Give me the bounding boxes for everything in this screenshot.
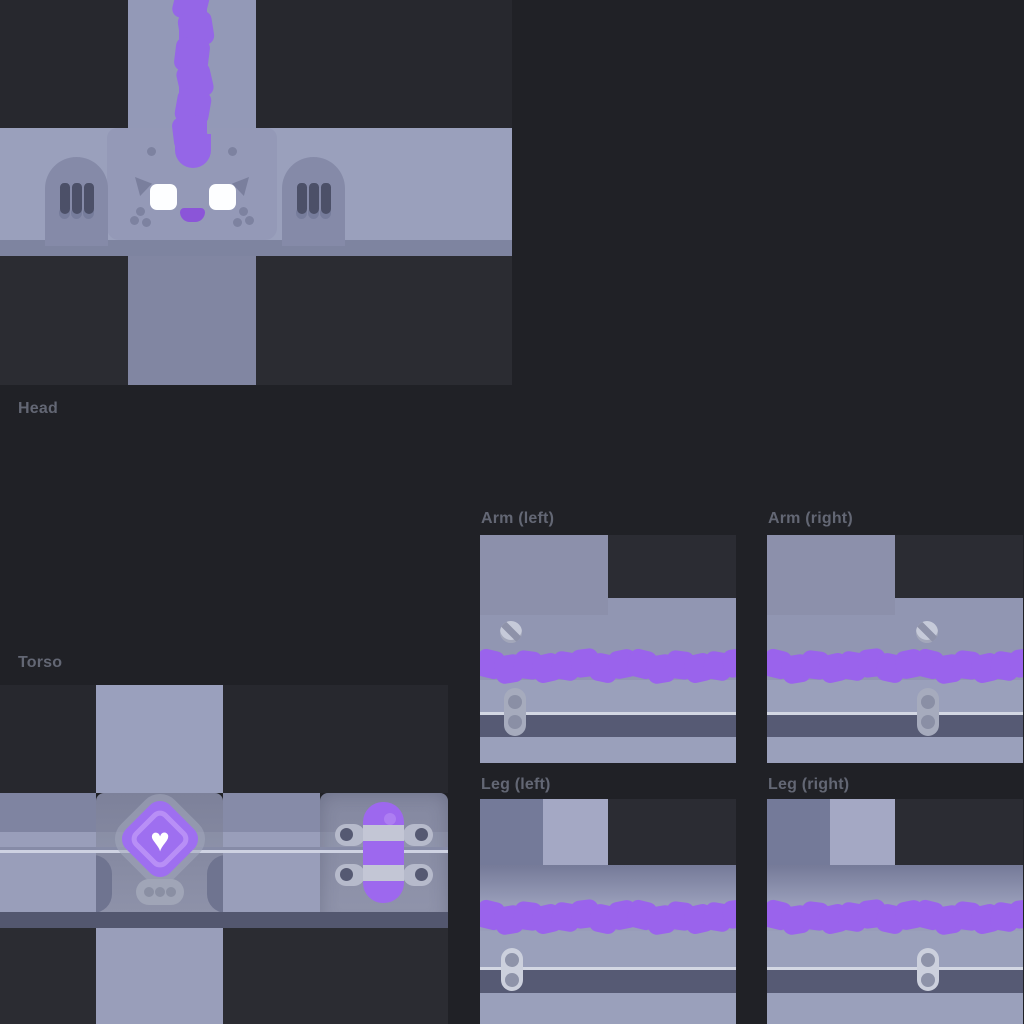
vent-bar: [321, 183, 331, 214]
hip-block: [767, 799, 830, 865]
leg-right-texture-tile[interactable]: [767, 799, 1023, 1024]
thigh-shading: [480, 865, 736, 903]
cuff-line: [767, 712, 1023, 715]
cuff-line: [767, 967, 1023, 970]
cuff-line: [480, 712, 736, 715]
empty-quad: [0, 0, 128, 128]
shoulder-block: [480, 535, 608, 615]
torso-bottom-flap: [96, 928, 223, 1024]
head-texture-tile[interactable]: [0, 0, 512, 385]
capsule-highlight: [384, 813, 396, 825]
empty-quad: [0, 928, 96, 1024]
torso-top-flap: [96, 685, 223, 793]
empty-quad: [0, 685, 96, 793]
torso-label: Torso: [18, 654, 63, 671]
hair-stripe-end: [175, 134, 211, 168]
hip-block-light: [830, 799, 895, 865]
head-bottom-flap: [128, 256, 256, 385]
torso-right-side: [223, 793, 320, 928]
empty-quad: [895, 535, 1023, 598]
freckle-dot: [228, 147, 237, 156]
capsule-strap: [363, 825, 404, 841]
torso-back: [320, 793, 448, 928]
arm-right-texture-tile[interactable]: [767, 535, 1023, 763]
zipper-pull: [917, 688, 939, 736]
thigh-shading: [767, 865, 1023, 903]
cuff-band: [767, 715, 1023, 737]
buckle-tab: [335, 864, 365, 886]
shade-blob: [96, 855, 112, 913]
zipper-pull: [501, 948, 523, 991]
freckle-dot: [130, 216, 139, 225]
left-eye: [150, 184, 177, 210]
capsule-strap: [363, 865, 404, 881]
right-ear-pad: [282, 157, 345, 246]
hip-block: [480, 799, 543, 865]
arm-left-texture-tile[interactable]: [480, 535, 736, 763]
freckle-dot: [136, 207, 145, 216]
arm-left-label: Arm (left): [481, 510, 555, 527]
torso-band-shadow-strip: [0, 912, 448, 928]
zipper-pull: [917, 948, 939, 991]
cuff-band: [767, 970, 1023, 993]
vent-bar: [72, 183, 82, 214]
buckle-tab: [335, 824, 365, 846]
vent-bar: [84, 183, 94, 214]
empty-quad: [223, 928, 448, 1024]
torso-front: ♥: [96, 793, 223, 928]
shoulder-block: [767, 535, 895, 615]
freckle-dot: [239, 207, 248, 216]
fur-band: [767, 647, 1023, 686]
mouth: [180, 208, 205, 222]
hip-block-light: [543, 799, 608, 865]
empty-quad: [0, 256, 128, 385]
vent-bar: [60, 183, 70, 214]
hair-stripe: [170, 0, 216, 152]
left-ear-pad: [45, 157, 108, 246]
vent-bar: [309, 183, 319, 214]
buckle-tab: [403, 864, 433, 886]
freckle-dot: [147, 147, 156, 156]
back-capsule: [363, 802, 404, 903]
belt-seam: [223, 847, 320, 853]
vent-bar: [297, 183, 307, 214]
heart-icon: ♥: [150, 820, 170, 858]
speaker-grille: [136, 879, 184, 905]
arm-right-label: Arm (right): [768, 510, 853, 527]
empty-quad: [608, 799, 736, 865]
shade-blob: [207, 855, 223, 913]
torso-left-side: [0, 793, 96, 928]
freckle-dot: [245, 216, 254, 225]
right-eye: [209, 184, 236, 210]
empty-quad: [256, 0, 512, 128]
freckle-dot: [142, 218, 151, 227]
screw-icon: [500, 621, 522, 643]
torso-texture-tile[interactable]: ♥: [0, 685, 448, 1024]
screw-icon: [916, 621, 938, 643]
head-band-shadow-strip: [0, 240, 512, 256]
cuff-band: [480, 715, 736, 737]
cuff-band: [480, 970, 736, 993]
belt-seam: [0, 847, 96, 853]
leg-left-label: Leg (left): [481, 776, 551, 793]
fur-band: [480, 647, 736, 686]
freckle-dot: [233, 218, 242, 227]
leg-left-texture-tile[interactable]: [480, 799, 736, 1024]
leg-right-label: Leg (right): [768, 776, 850, 793]
heart-badge: ♥: [116, 795, 204, 883]
empty-quad: [256, 256, 512, 385]
empty-quad: [608, 535, 736, 598]
head-label: Head: [18, 400, 58, 417]
buckle-tab: [403, 824, 433, 846]
empty-quad: [895, 799, 1023, 865]
zipper-pull: [504, 688, 526, 736]
cuff-line: [480, 967, 736, 970]
fur-band: [767, 898, 1023, 937]
fur-band: [480, 898, 736, 937]
empty-quad: [223, 685, 448, 793]
